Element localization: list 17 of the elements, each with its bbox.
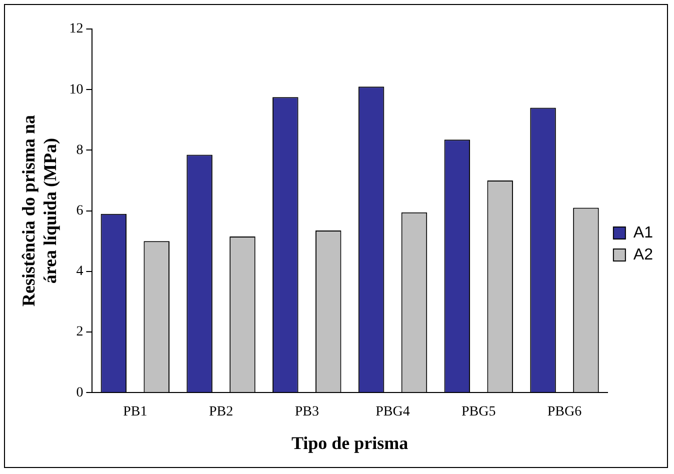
y-tick-label: 6 — [76, 203, 84, 218]
legend-label: A2 — [633, 246, 654, 264]
x-tick-label: PB3 — [294, 404, 319, 420]
y-tick-label: 0 — [76, 385, 84, 400]
x-axis-title: Tipo de prisma — [291, 432, 408, 453]
x-tick-label: PBG6 — [547, 404, 582, 420]
legend-label: A1 — [633, 224, 654, 242]
y-tick-label: 8 — [76, 142, 84, 158]
x-tick-label: PBG5 — [462, 404, 496, 420]
y-tick-label: 4 — [76, 264, 84, 280]
y-tick-label: 10 — [69, 82, 84, 98]
y-tick-label: 2 — [76, 324, 84, 340]
x-tick-label: PB1 — [123, 404, 148, 420]
y-tick-label: 12 — [69, 22, 84, 37]
x-tick-label: PBG4 — [376, 404, 410, 420]
y-axis-title: Resistência do prisma na área líquida (MPa) — [18, 115, 60, 307]
x-tick-label: PB2 — [208, 404, 234, 420]
